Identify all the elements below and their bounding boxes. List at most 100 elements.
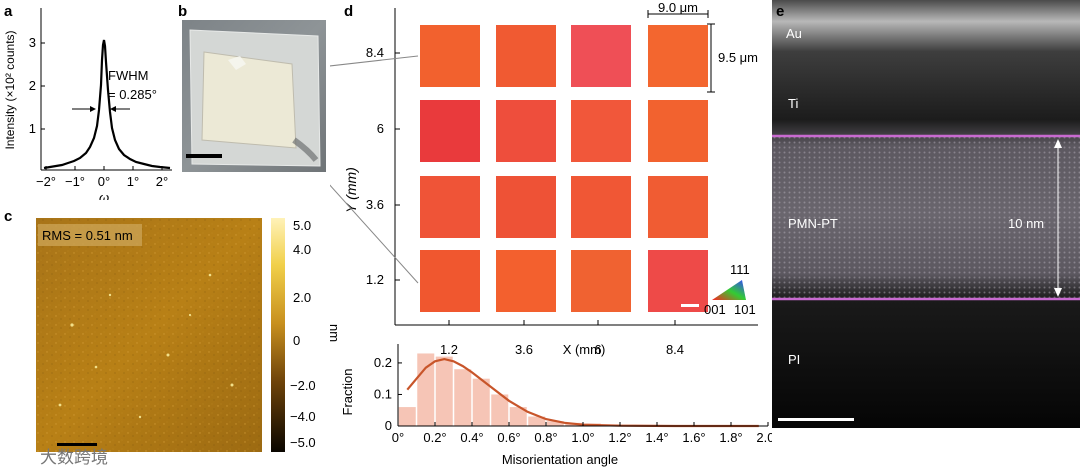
d-ytick-84: 8.4 [366,45,384,60]
tem-scale-bar [778,418,854,421]
layer-au: Au [786,26,802,41]
height-dimension: 9.5 μm [718,50,758,65]
grain-tile [571,250,631,312]
map-scale-bar [681,304,699,307]
cbar-tick-5: 5.0 [293,218,311,233]
ipf-001: 001 [704,302,726,317]
grain-tile [648,100,708,162]
fwhm-value: = 0.285° [108,87,157,102]
panel-e: e Au Ti PMN-PT PI 10 nm [772,0,1080,467]
fwhm-label: FWHM [108,68,148,83]
ipf-triangle [712,280,746,300]
panel-letter-d: d [344,3,353,20]
d-xlabel: X (mm) [563,342,606,357]
histogram-bar [398,407,416,426]
hist-xtick: 1.2° [608,430,631,445]
grain-tile [496,176,556,238]
cbar-tick-m2: −2.0 [290,378,316,393]
grain-tile [420,176,480,238]
d-xtick-12: 1.2 [440,342,458,357]
hist-xtick: 0.8° [534,430,557,445]
histogram-bar [546,421,564,426]
a-ytick-1: 1 [29,121,36,136]
hist-xtick: 1.8° [719,430,742,445]
ipf-101: 101 [734,302,756,317]
grain-tile [496,250,556,312]
grain-orientation-map [420,25,708,312]
histogram-bar [435,356,453,426]
hist-xtick: 1.4° [645,430,668,445]
hist-ylabel: Fraction [340,369,355,416]
hist-xtick: 1.6° [682,430,705,445]
d-xtick-84: 8.4 [666,342,684,357]
hist-xlabel: Misorientation angle [502,452,618,467]
d-x-ticks [448,320,676,325]
grain-tile [571,25,631,87]
hist-xtick: 1.0° [571,430,594,445]
a-xlabel: ω [99,190,109,200]
grain-tile [648,250,708,312]
grain-tile [648,176,708,238]
ipf-111: 111 [730,262,750,277]
cbar-tick-2: 2.0 [293,290,311,305]
a-xtick-m2: −2° [36,174,56,189]
hist-xtick: 0.6° [497,430,520,445]
fit-curve [406,357,759,428]
panel-letter-c: c [4,208,12,225]
panel-letter-a: a [4,3,13,20]
d-ytick-12: 1.2 [366,272,384,287]
a-xtick-2: 2° [156,174,168,189]
a-xtick-1: 1° [127,174,139,189]
grain-tile [496,100,556,162]
hist-ytick: 0 [385,418,392,433]
cbar-tick-m5: −5.0 [290,435,316,450]
grain-tile [420,250,480,312]
afm-colorbar [271,218,285,452]
d-ytick-36: 3.6 [366,197,384,212]
panel-c: c RMS = 0.51 nm 5.0 4.0 2.0 0 −2.0 −4.0 … [0,205,340,467]
width-dimension: 9.0 μm [658,0,698,15]
grain-tile [496,25,556,87]
d-ylabel: Y (mm) [343,167,359,213]
histogram-bar [472,378,490,426]
cbar-tick-0: 0 [293,333,300,348]
panel-a: a 1 2 3 −2° −1° 0° 1° 2° [0,0,175,200]
rms-box [38,224,142,246]
histogram-bar [491,394,509,426]
a-x-ticks: −2° −1° 0° 1° 2° [36,166,168,189]
hist-xtick: 0° [392,430,404,445]
grain-tile [420,100,480,162]
a-xtick-0: 0° [98,174,110,189]
hist-xtick: 0.2° [423,430,446,445]
d-xtick-36: 3.6 [515,342,533,357]
afm-scale-bar [57,443,97,446]
cbar-tick-4: 4.0 [293,242,311,257]
rms-label: RMS = 0.51 nm [42,228,133,243]
a-ytick-3: 3 [29,35,36,50]
histogram-bar [509,407,527,426]
rocking-curve-plot: a 1 2 3 −2° −1° 0° 1° 2° [3,3,172,200]
a-xtick-m1: −1° [65,174,85,189]
layer-ti: Ti [788,96,798,111]
a-y-ticks: 1 2 3 [29,35,45,136]
film-sample [201,51,297,149]
cbar-unit: nm [327,324,340,342]
panel-d: d 8.4 6 3.6 1.2 Y (mm) 9.0 μm 9.5 [330,0,770,340]
misorientation-histogram: 0 0.1 0.2 0° 0.2° 0.4° 0.6° 0.8° 1.0° 1.2° 1.4° 1.6… [340,330,772,467]
histogram-bar [528,416,546,426]
hist-xtick: 0.4° [460,430,483,445]
thickness-label: 10 nm [1008,216,1044,231]
hist-xtick: 2.0° [756,430,772,445]
rocking-curve [43,39,171,170]
d-ytick-6: 6 [377,121,384,136]
panel-b: b [176,0,328,190]
layer-pmnpt: PMN-PT [788,216,838,231]
a-ylabel: Intensity (×10² counts) [3,30,17,149]
grain-tile [420,25,480,87]
hist-ytick: 0.2 [374,355,392,370]
cbar-tick-m4: −4.0 [290,409,316,424]
panel-letter-e: e [776,3,784,20]
layer-pi: PI [788,352,800,367]
histogram-bar [454,369,472,426]
photo-scale-bar [186,154,222,158]
